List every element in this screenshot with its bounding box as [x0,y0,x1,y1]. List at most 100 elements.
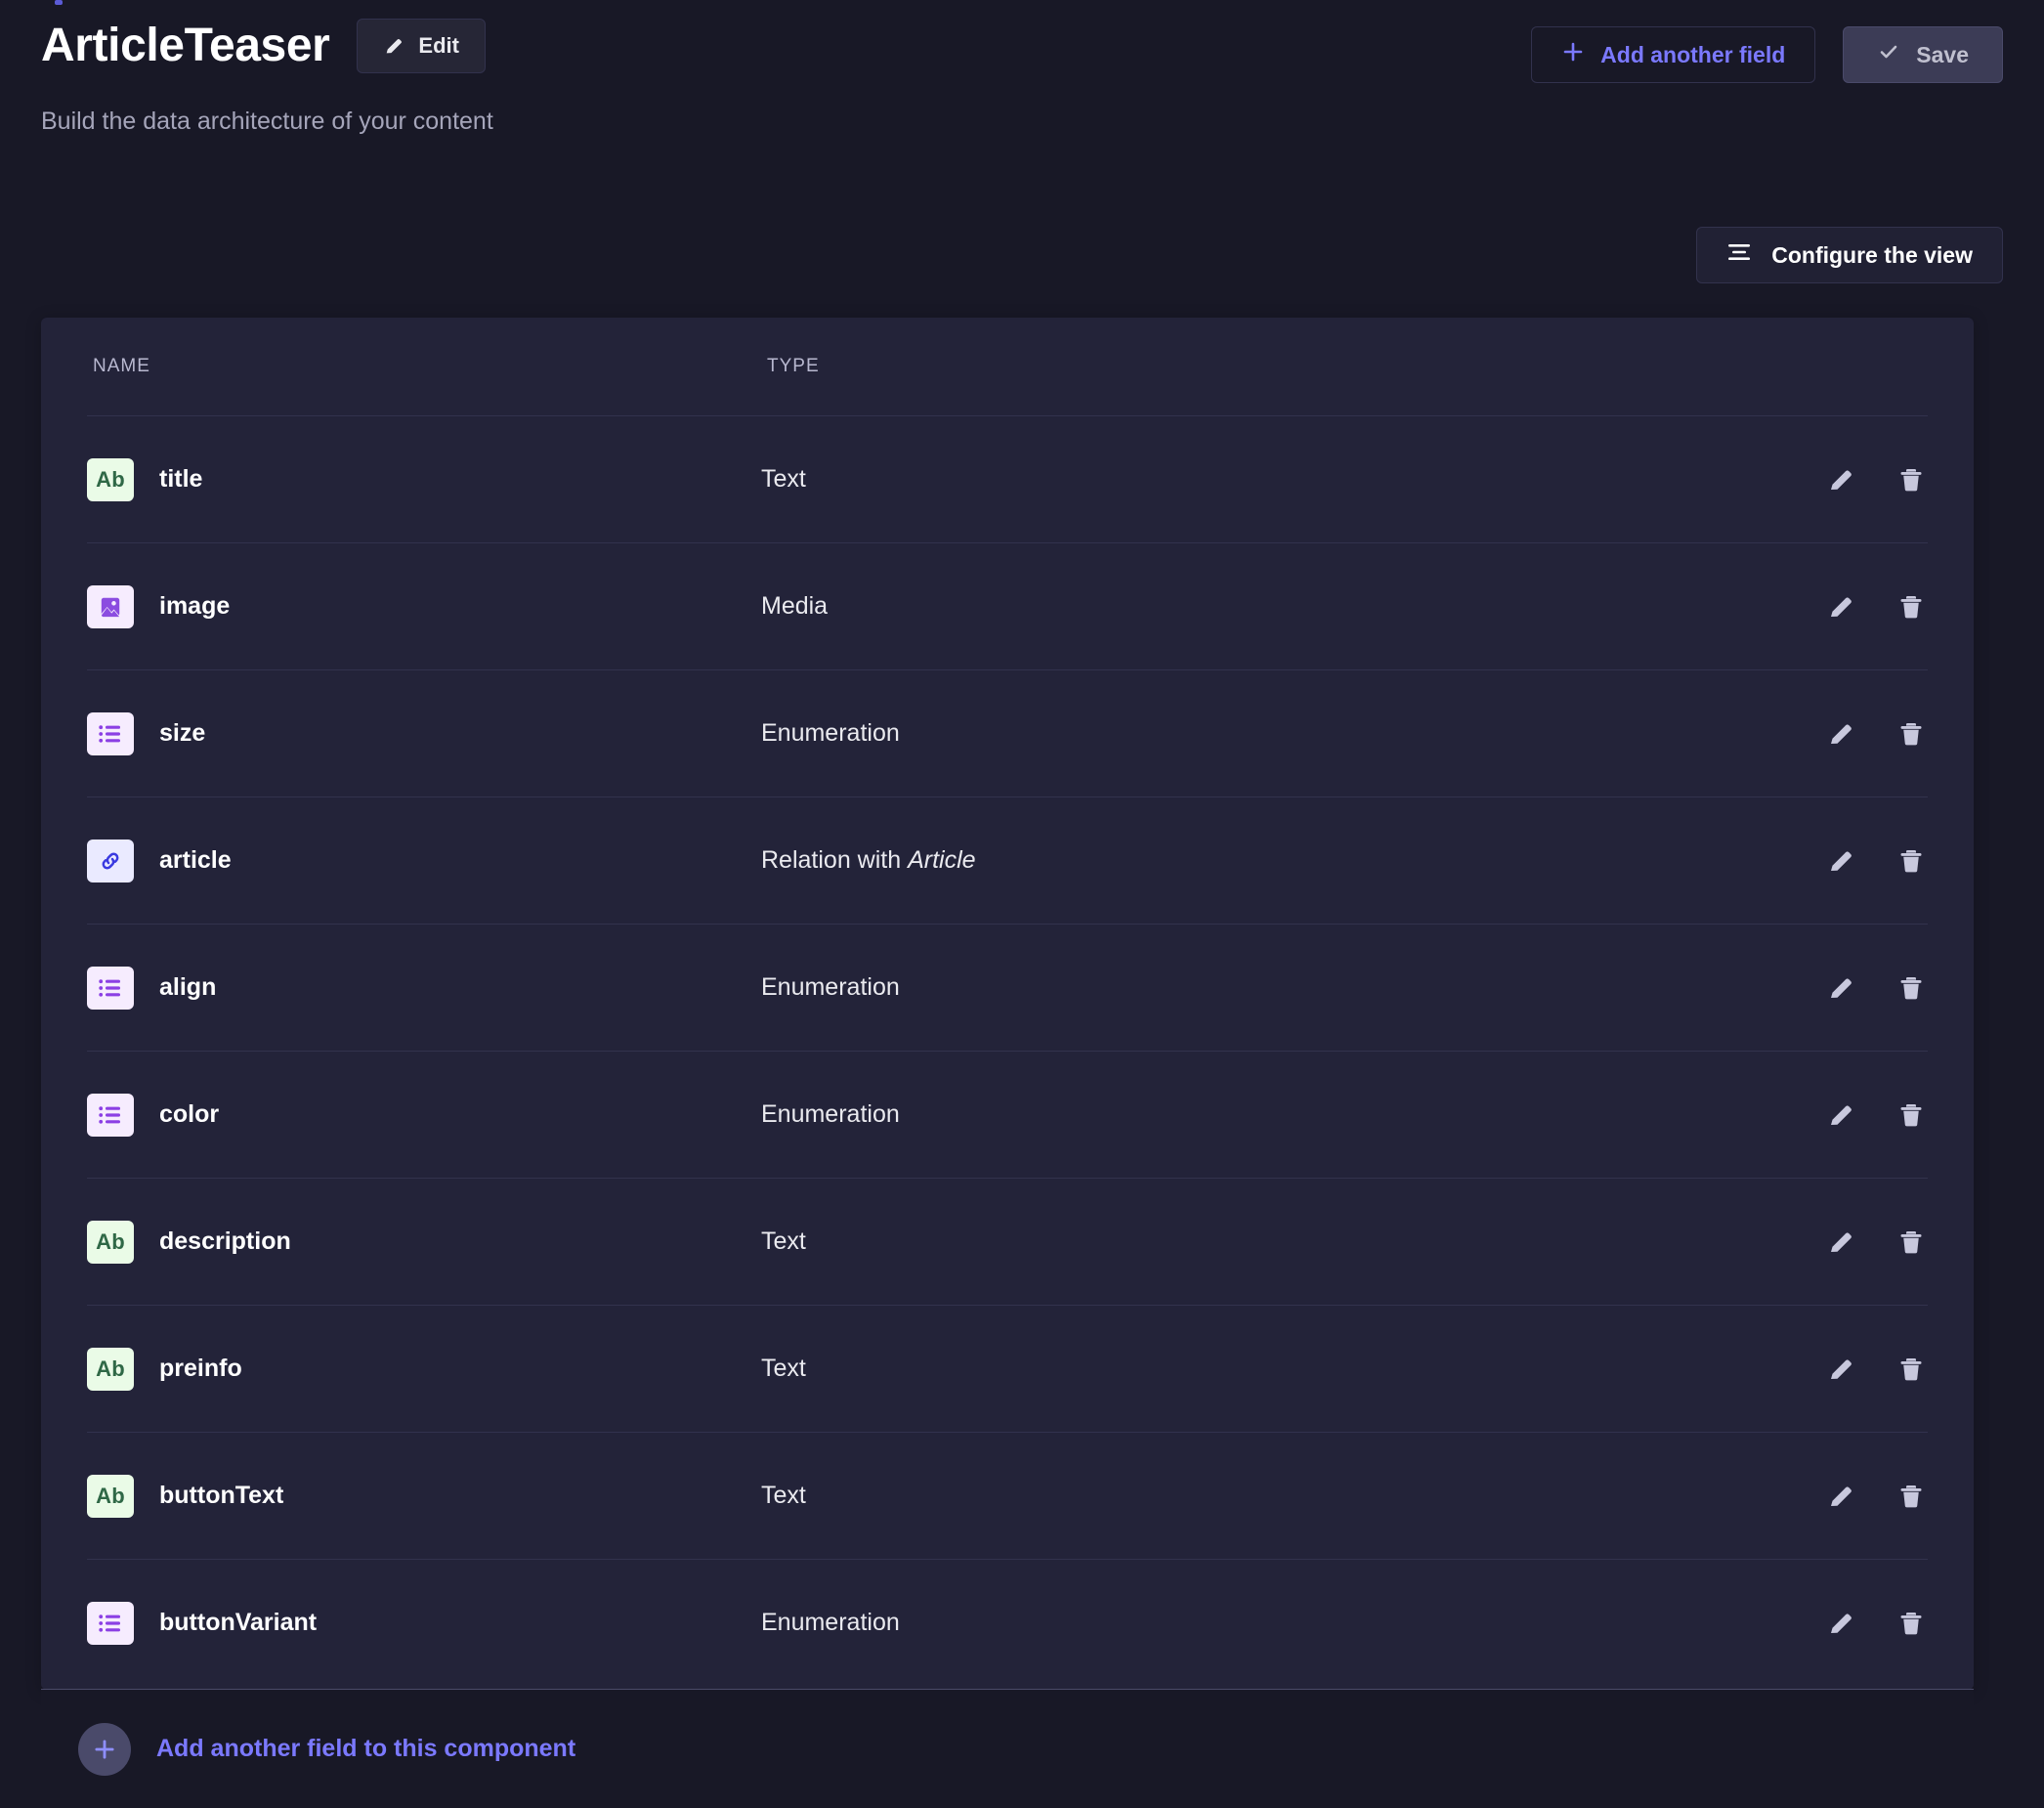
enumeration-list-icon [87,1093,134,1137]
trash-icon[interactable] [1895,717,1928,751]
enumeration-list-glyph [99,1105,120,1124]
trash-icon[interactable] [1895,1480,1928,1513]
table-row[interactable]: buttonVariant Enumeration [87,1559,1928,1686]
cell-type: Enumeration [761,719,900,747]
plus-icon [78,1722,131,1776]
text-ab-icon: Ab [87,1474,134,1518]
enumeration-list-glyph [99,978,120,997]
field-name-label: size [159,719,206,747]
pencil-icon[interactable] [1824,590,1857,624]
text-ab-icon: Ab [87,1220,134,1264]
table-row[interactable]: Ab buttonText Text [87,1432,1928,1559]
title-row: ArticleTeaser Edit [41,18,486,74]
add-another-field-button[interactable]: Add another field [1531,26,1816,83]
media-image-glyph [101,597,120,617]
text-ab-icon: Ab [87,457,134,501]
cell-name: buttonVariant [87,1601,761,1645]
table-row[interactable]: Ab preinfo Text [87,1305,1928,1432]
relation-link-glyph [102,852,119,869]
pencil-icon[interactable] [1824,844,1857,878]
trash-icon[interactable] [1895,1098,1928,1132]
page-subtitle: Build the data architecture of your cont… [41,108,493,135]
pencil-icon[interactable] [1824,1226,1857,1259]
cell-type: Enumeration [761,1100,900,1128]
table-row[interactable]: color Enumeration [87,1051,1928,1178]
table-row[interactable]: image Media [87,542,1928,669]
trash-icon[interactable] [1895,1607,1928,1640]
pencil-icon[interactable] [1824,1353,1857,1386]
pencil-icon[interactable] [1824,1480,1857,1513]
trash-icon[interactable] [1895,590,1928,624]
field-name-label: article [159,846,232,874]
filter-lines-icon [1726,241,1752,269]
row-actions [1824,1052,1928,1179]
text-ab-glyph: Ab [96,1228,125,1254]
field-name-label: align [159,973,217,1001]
check-icon [1877,40,1900,69]
add-another-field-label: Add another field [1600,41,1786,67]
cell-name: color [87,1093,761,1137]
column-header-type: TYPE [767,356,820,376]
pencil-icon [383,35,405,57]
cell-name: article [87,839,761,882]
row-actions [1824,1179,1928,1306]
cell-type: Relation with Article [761,846,976,874]
row-actions [1824,1433,1928,1560]
edit-button[interactable]: Edit [357,19,486,73]
table-row[interactable]: article Relation with Article [87,796,1928,924]
trash-icon[interactable] [1895,971,1928,1005]
trash-icon[interactable] [1895,1226,1928,1259]
page-title: ArticleTeaser [41,20,330,71]
add-another-field-to-component-label: Add another field to this component [156,1735,576,1762]
trash-icon[interactable] [1895,1353,1928,1386]
cell-name: Ab title [87,457,761,501]
table-header-row: NAME TYPE [41,318,1974,415]
edit-button-label: Edit [418,33,459,58]
fields-table-card: NAME TYPE Ab title Text image Media size Enume… [41,318,1974,1690]
header-actions: Add another field Save [1531,26,2003,83]
cell-name: Ab preinfo [87,1347,761,1391]
table-row[interactable]: Ab title Text [87,415,1928,542]
row-actions [1824,797,1928,925]
save-button[interactable]: Save [1843,26,2003,83]
field-name-label: title [159,465,203,493]
cell-name: Ab description [87,1220,761,1264]
plus-icon [1561,40,1585,69]
field-name-label: buttonVariant [159,1609,318,1636]
cell-type: Enumeration [761,973,900,1001]
page-header: ArticleTeaser Edit Build the data archit… [0,0,2044,156]
pencil-icon[interactable] [1824,971,1857,1005]
table-row[interactable]: align Enumeration [87,924,1928,1051]
row-actions [1824,670,1928,797]
configure-view-row: Configure the view [1696,227,2003,283]
cell-type: Text [761,1482,806,1509]
row-actions [1824,543,1928,670]
pencil-icon[interactable] [1824,1607,1857,1640]
text-ab-glyph: Ab [96,1356,125,1381]
cell-type: Text [761,465,806,493]
media-image-icon [87,584,134,628]
card-footer: Add another field to this component [41,1690,1974,1808]
pencil-icon[interactable] [1824,717,1857,751]
enumeration-list-glyph [99,1614,120,1632]
field-name-label: image [159,592,231,620]
row-actions [1824,1306,1928,1433]
table-row[interactable]: Ab description Text [87,1178,1928,1305]
trash-icon[interactable] [1895,463,1928,496]
configure-the-view-label: Configure the view [1771,241,1973,268]
save-button-label: Save [1916,41,1969,67]
enumeration-list-icon [87,1601,134,1645]
configure-the-view-button[interactable]: Configure the view [1696,227,2003,283]
pencil-icon[interactable] [1824,1098,1857,1132]
cell-type: Text [761,1227,806,1255]
enumeration-list-icon [87,966,134,1010]
trash-icon[interactable] [1895,844,1928,878]
pencil-icon[interactable] [1824,463,1857,496]
relation-link-icon [87,839,134,882]
add-another-field-to-component-button[interactable]: Add another field to this component [78,1722,576,1776]
cell-name: image [87,584,761,628]
table-row[interactable]: size Enumeration [87,669,1928,796]
cell-name: Ab buttonText [87,1474,761,1518]
row-actions [1824,1560,1928,1687]
